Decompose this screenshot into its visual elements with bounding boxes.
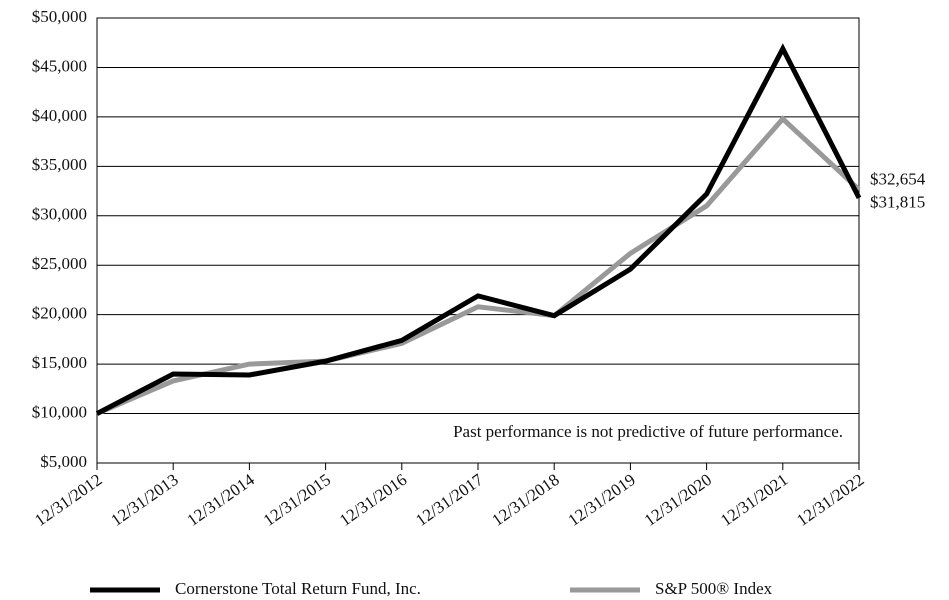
y-tick-label: $50,000: [32, 7, 87, 26]
legend-label: S&P 500® Index: [655, 579, 773, 598]
annotation: Past performance is not predictive of fu…: [453, 422, 843, 441]
value-label: $31,815: [870, 193, 925, 212]
y-tick-label: $25,000: [32, 254, 87, 273]
series-line: [96, 115, 861, 416]
plot-frame: [96, 17, 860, 464]
value-label: $32,654: [870, 169, 926, 188]
x-tick-label: 12/31/2012: [31, 470, 105, 530]
x-tick-label: 12/31/2019: [565, 470, 639, 530]
y-tick-label: $15,000: [32, 353, 87, 372]
x-tick-label: 12/31/2014: [184, 470, 259, 530]
x-tick-label: 12/31/2015: [260, 470, 334, 530]
y-tick-label: $20,000: [32, 304, 87, 323]
y-tick-label: $40,000: [32, 106, 87, 125]
x-tick-label: 12/31/2017: [412, 470, 487, 530]
x-tick-label: 12/31/2020: [641, 470, 715, 530]
y-tick-label: $5,000: [40, 452, 87, 471]
y-tick-label: $30,000: [32, 205, 87, 224]
x-tick-label: 12/31/2018: [488, 470, 562, 530]
y-tick-label: $10,000: [32, 402, 87, 421]
x-tick-label: 12/31/2021: [717, 470, 791, 530]
series-line: [95, 43, 862, 416]
y-tick-label: $35,000: [32, 155, 87, 174]
x-tick-label: 12/31/2013: [107, 470, 181, 530]
y-tick-label: $45,000: [32, 56, 87, 75]
x-tick-label: 12/31/2022: [793, 470, 867, 530]
legend-label: Cornerstone Total Return Fund, Inc.: [175, 579, 421, 598]
x-tick-label: 12/31/2016: [336, 470, 410, 530]
